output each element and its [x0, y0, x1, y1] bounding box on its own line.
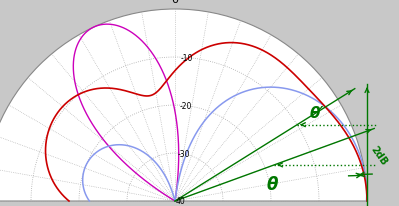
Text: 0: 0 — [172, 0, 178, 5]
Text: -10: -10 — [181, 53, 194, 62]
Text: θ: θ — [267, 175, 278, 193]
Text: 2dB: 2dB — [368, 144, 389, 167]
Text: θ′: θ′ — [310, 105, 324, 120]
Text: 40: 40 — [176, 197, 186, 206]
Text: -30: -30 — [178, 149, 190, 158]
Text: -20: -20 — [179, 101, 192, 110]
Wedge shape — [0, 10, 367, 201]
